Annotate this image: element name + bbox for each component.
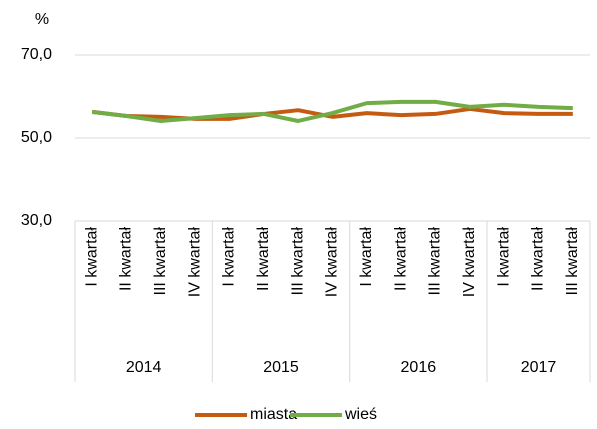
y-unit: % [35,11,49,28]
x-group-label: 2016 [401,359,437,376]
x-group-label: 2015 [263,359,299,376]
line-series [91,106,573,121]
legend-label: miasta [250,406,297,423]
y-tick-label: 30,0 [21,212,52,229]
x-tick-label: IV kwartał [186,227,203,298]
x-tick-label: I kwartał [495,227,512,287]
y-tick-label: 50,0 [21,129,52,146]
legend-label: wieś [344,406,377,423]
x-tick-label: III kwartał [564,227,581,296]
x-tick-label: IV kwartał [324,227,341,298]
x-tick-label: III kwartał [427,227,444,296]
x-tick-label: II kwartał [530,227,547,291]
x-tick-label: II kwartał [118,227,135,291]
x-tick-label: I kwartał [221,227,238,287]
x-tick-label: I kwartał [358,227,375,287]
x-group-label: 2017 [521,359,557,376]
x-tick-label: IV kwartał [461,227,478,298]
y-tick-label: 70,0 [21,46,52,63]
x-group-label: 2014 [126,359,162,376]
x-tick-label: I kwartał [83,227,100,287]
x-tick-label: III kwartał [289,227,306,296]
x-tick-label: II kwartał [255,227,272,291]
x-tick-label: III kwartał [152,227,169,296]
line-series [91,99,573,123]
x-tick-label: II kwartał [392,227,409,291]
